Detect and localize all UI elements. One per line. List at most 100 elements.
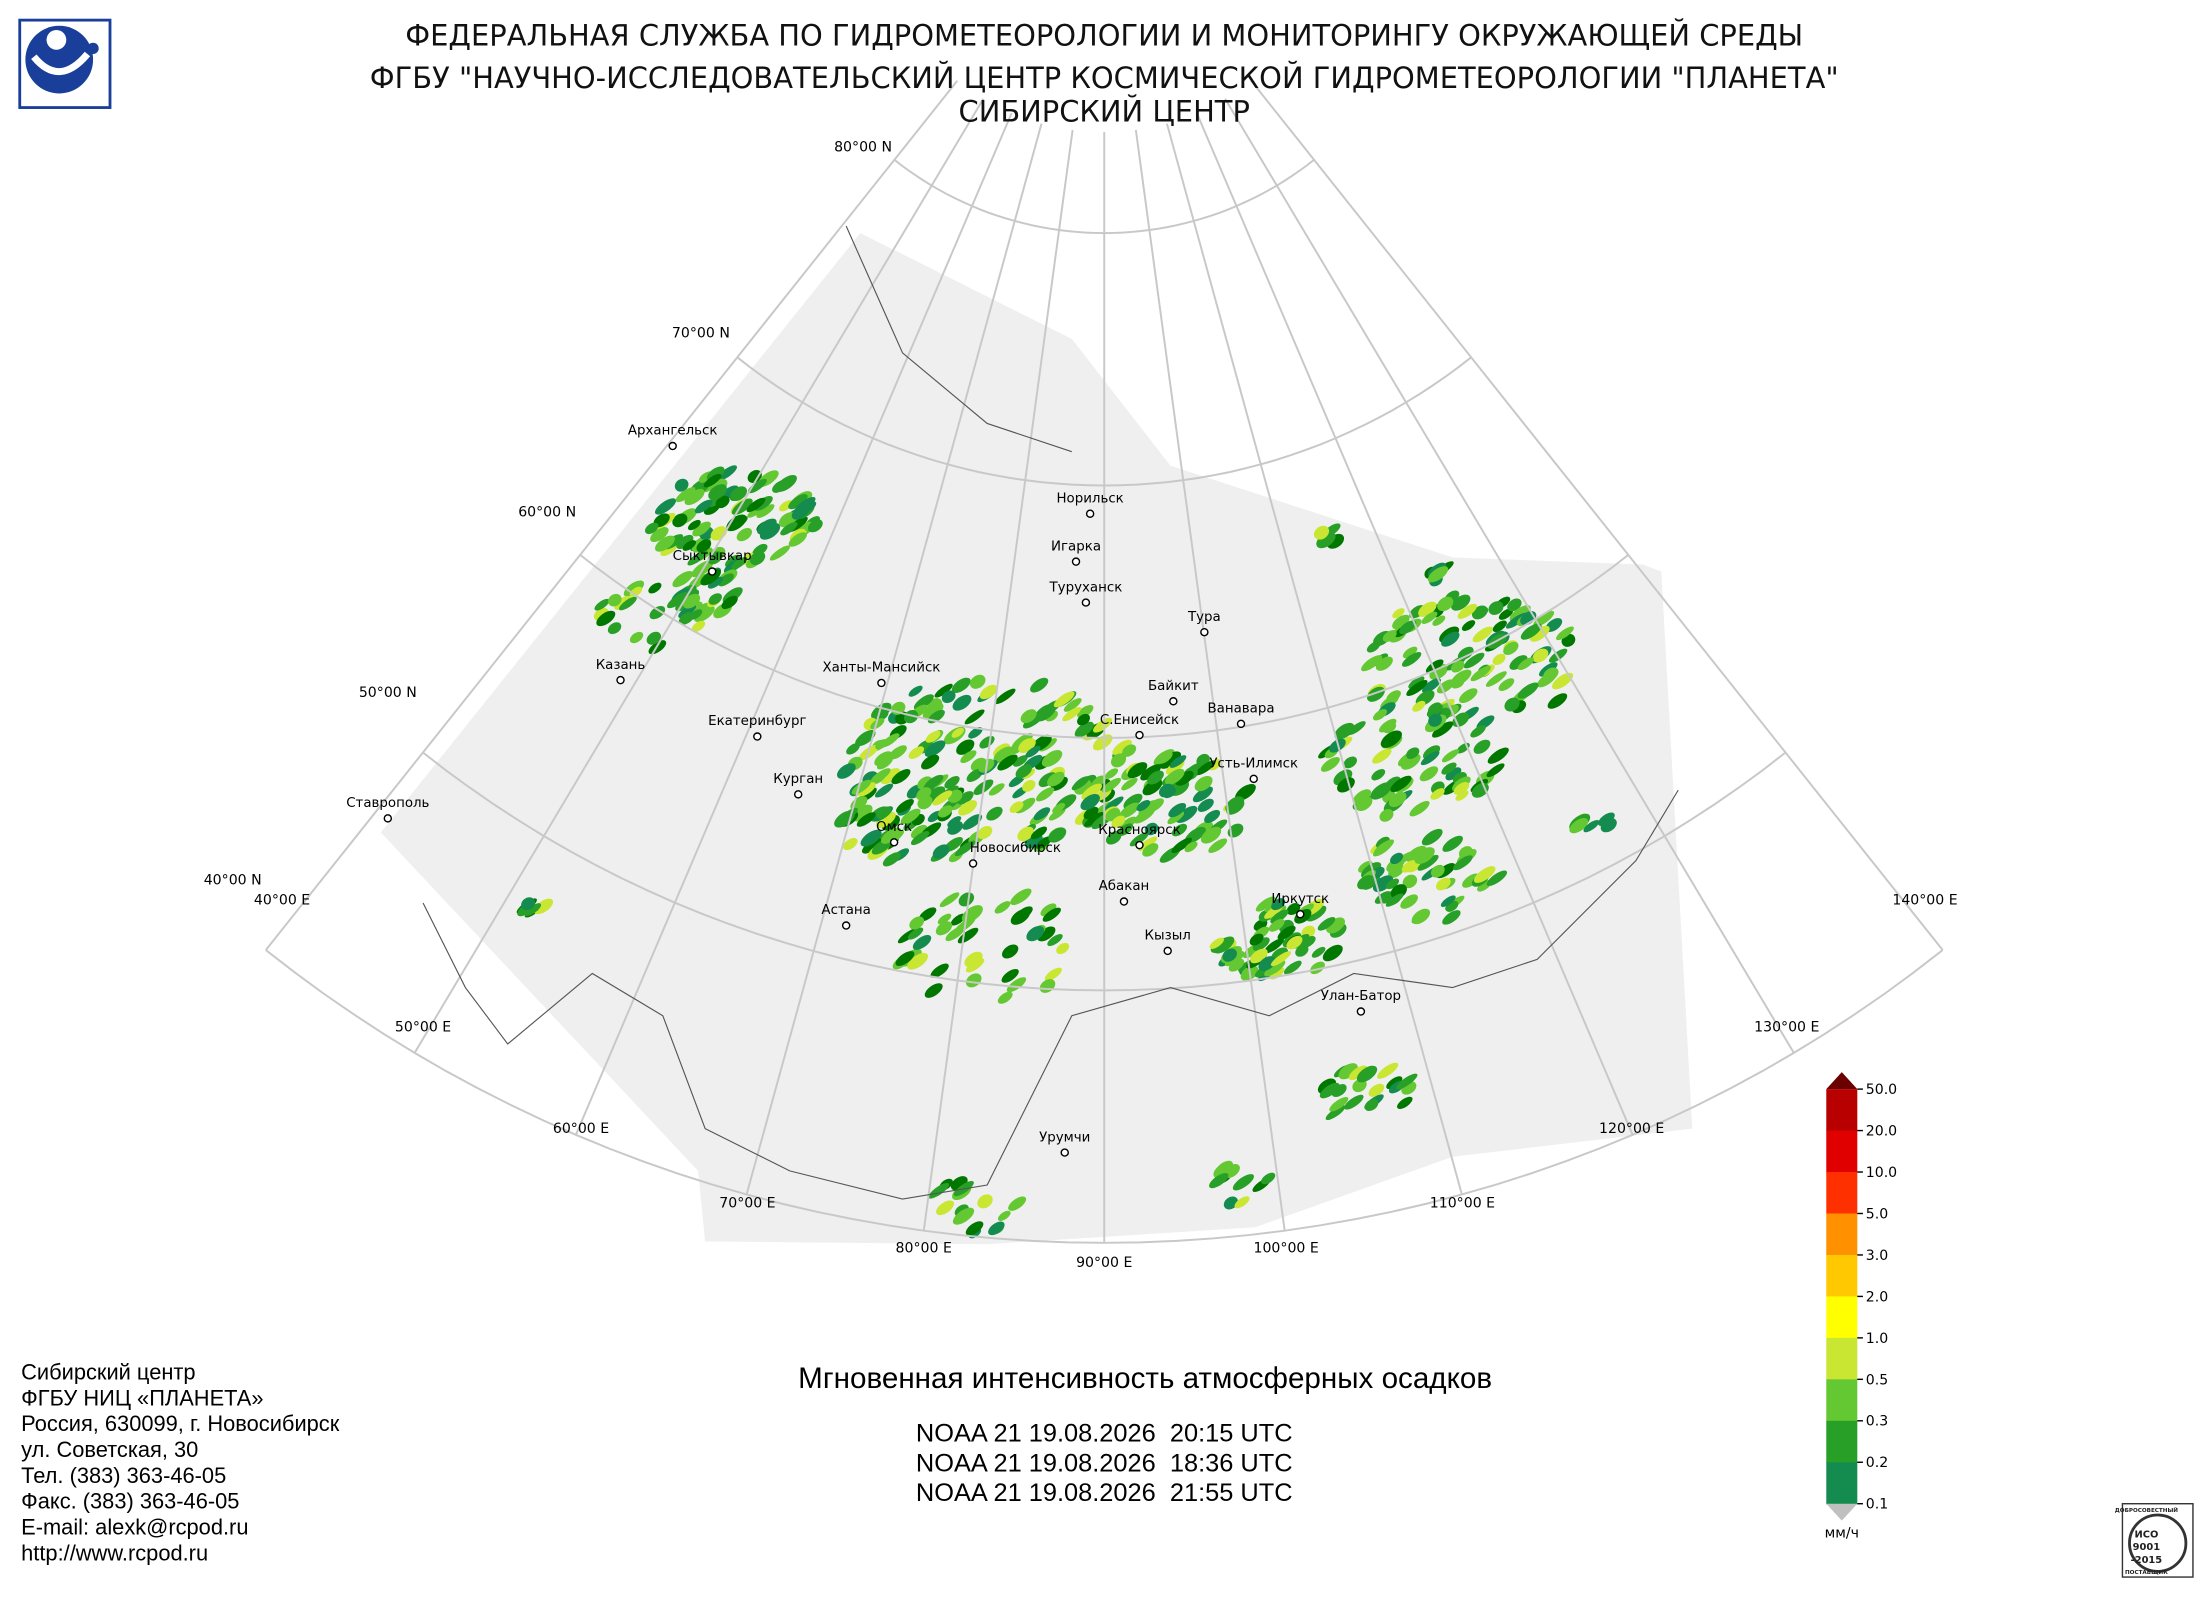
header-line: ФГБУ "НАУЧНО-ИССЛЕДОВАТЕЛЬСКИЙ ЦЕНТР КОС… xyxy=(370,61,1839,95)
precip-cell xyxy=(708,484,727,500)
lat-label: 60°00 N xyxy=(518,505,576,521)
precip-cell xyxy=(687,519,701,531)
city-label: Казань xyxy=(596,658,646,673)
precip-cell xyxy=(1063,698,1082,712)
precip-cell xyxy=(1144,822,1159,836)
precip-cell xyxy=(1250,948,1268,964)
precip-cell xyxy=(1270,951,1292,967)
city-marker xyxy=(1249,774,1258,784)
precip-cell xyxy=(857,782,876,797)
meridian xyxy=(922,129,1074,1231)
precip-cell xyxy=(1044,967,1062,981)
precip-cell xyxy=(1492,653,1506,666)
precip-cell xyxy=(608,593,622,607)
precip-cell xyxy=(1129,832,1149,847)
meridian xyxy=(413,98,985,1054)
city-label: Ванавара xyxy=(1207,702,1274,717)
precip-cell xyxy=(533,898,554,915)
precip-cell xyxy=(1121,777,1138,791)
precip-cell xyxy=(1047,934,1063,947)
precip-cell xyxy=(1026,925,1045,942)
precip-cell xyxy=(1208,838,1228,853)
precip-cell xyxy=(1406,845,1427,863)
precip-cell xyxy=(717,573,734,587)
city-label: Абакан xyxy=(1099,878,1150,894)
precip-cell xyxy=(1041,750,1063,767)
precip-cell xyxy=(746,497,766,513)
precip-cell xyxy=(932,844,950,859)
precip-cell xyxy=(730,486,748,502)
precip-cell xyxy=(1375,836,1390,849)
precip-cell xyxy=(977,1194,993,1209)
precip-cell xyxy=(772,480,788,493)
precip-cell xyxy=(672,570,694,588)
precip-cell xyxy=(1450,669,1472,686)
precip-cell xyxy=(1377,1062,1399,1079)
contact-line: ул. Советская, 30 xyxy=(21,1437,198,1462)
precip-cell xyxy=(1156,751,1173,764)
precip-cell xyxy=(1009,801,1024,813)
precip-cell xyxy=(1138,800,1159,816)
precip-cell xyxy=(607,622,622,635)
precip-cell xyxy=(1427,702,1442,714)
meridian xyxy=(1224,98,1795,1054)
lon-label: 50°00 E xyxy=(395,1019,451,1035)
city-label: Улан-Батор xyxy=(1321,989,1401,1004)
precip-cell xyxy=(521,897,535,911)
precip-cell xyxy=(1286,935,1303,950)
precip-cell xyxy=(736,528,753,542)
iso-text: ДОБРОСОВЕСТНЫЙ xyxy=(2115,1506,2179,1514)
precip-cell xyxy=(684,488,705,506)
precip-cell xyxy=(1409,800,1430,817)
precip-cell xyxy=(788,494,808,510)
lon-label: 80°00 E xyxy=(896,1241,952,1257)
lon-label: 100°00 E xyxy=(1254,1241,1319,1257)
precip-cell xyxy=(1371,769,1386,781)
precip-cell xyxy=(957,791,974,805)
lat-label: 70°00 N xyxy=(672,325,730,341)
precip-cell xyxy=(1081,783,1102,800)
precip-cell xyxy=(1184,841,1198,853)
precip-cell xyxy=(646,631,662,645)
precip-cell xyxy=(903,709,919,724)
precip-cell xyxy=(731,557,748,570)
precip-cell xyxy=(1232,1174,1254,1191)
city-label: Екатеринбург xyxy=(708,713,806,729)
precip-cell xyxy=(1492,620,1507,633)
city-marker xyxy=(1060,1148,1069,1157)
precip-cell xyxy=(1463,652,1485,669)
precip-cell xyxy=(692,521,711,537)
city-marker xyxy=(1081,598,1091,607)
precip-cell xyxy=(952,1207,975,1225)
precip-cell xyxy=(1226,799,1245,815)
precip-cell xyxy=(1361,655,1383,672)
precip-cell xyxy=(1123,793,1143,810)
precip-cell xyxy=(895,951,915,966)
precip-cell xyxy=(1104,796,1124,811)
precip-cell xyxy=(1396,1073,1418,1090)
precip-cell xyxy=(645,522,659,535)
precip-cell xyxy=(1344,1094,1364,1110)
precip-cell xyxy=(1402,874,1418,889)
precip-cell xyxy=(1399,620,1417,635)
city-label: Архангельск xyxy=(628,424,718,439)
precip-cell xyxy=(1136,800,1151,812)
city-marker xyxy=(1135,840,1144,850)
precip-cell xyxy=(791,504,811,520)
precip-cell xyxy=(756,504,775,518)
precip-cell xyxy=(703,473,722,488)
precip-cell xyxy=(1402,646,1418,659)
precip-cell xyxy=(965,958,985,973)
precip-cell xyxy=(1047,771,1065,787)
precip-cell xyxy=(1025,745,1041,758)
city-label: Тура xyxy=(1187,610,1221,625)
precip-cell xyxy=(1352,1078,1367,1093)
precip-cell xyxy=(912,935,932,950)
precip-cell xyxy=(860,829,882,847)
precip-cell xyxy=(1488,601,1504,615)
legend-label: 2.0 xyxy=(1866,1289,1888,1305)
precip-cell xyxy=(1421,828,1443,846)
precip-cell xyxy=(1306,905,1327,922)
precip-cell xyxy=(921,754,940,770)
city-marker xyxy=(1119,897,1129,906)
